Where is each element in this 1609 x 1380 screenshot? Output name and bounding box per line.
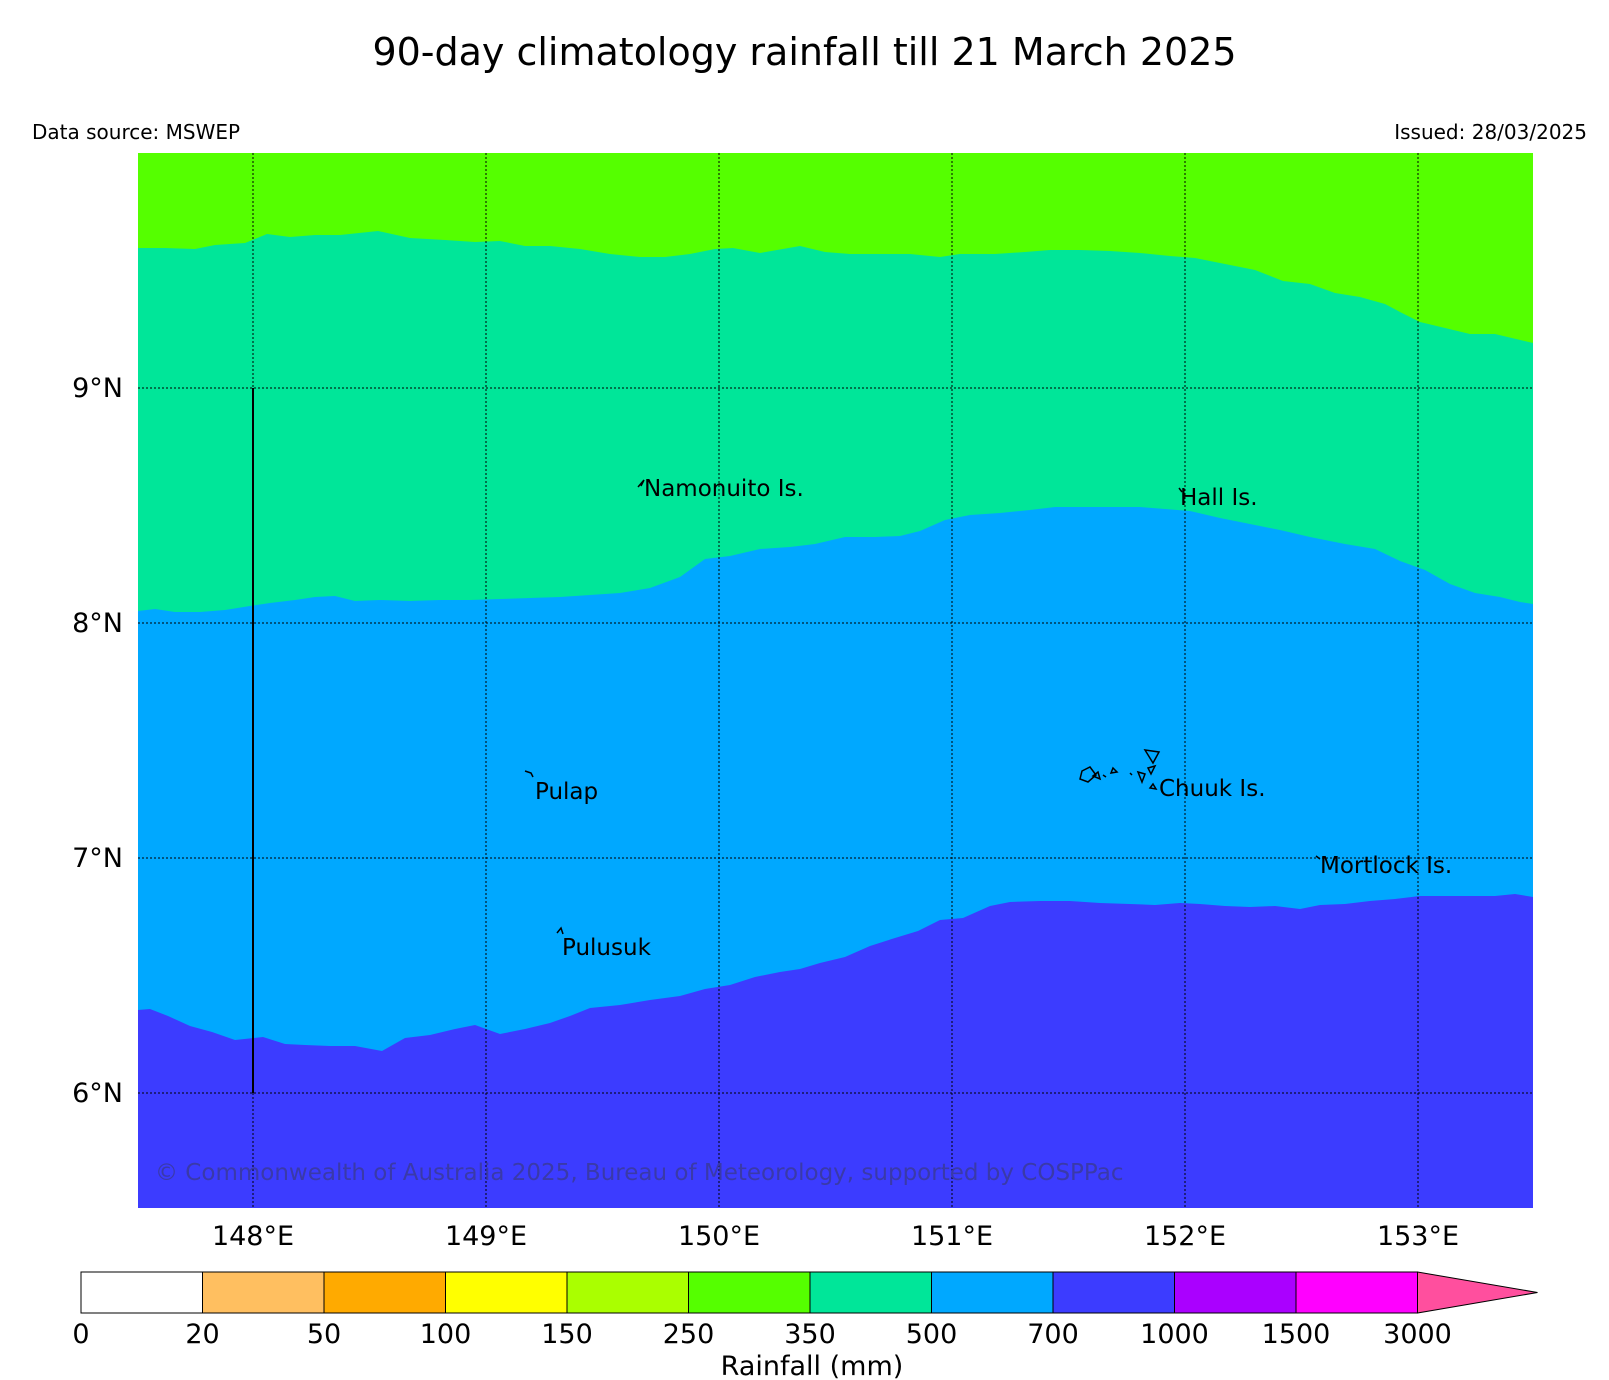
colorbar-swatch-7 <box>931 1271 1054 1314</box>
place-label-pulusuk: Pulusuk <box>562 935 652 961</box>
colorbar-tick-label: 150 <box>541 1319 593 1350</box>
lat-label-6N: 6°N <box>72 1078 123 1109</box>
colorbar-tick-label: 3000 <box>1383 1319 1452 1350</box>
colorbar-swatch-4 <box>566 1271 689 1314</box>
island-chuuk-group <box>1079 749 1161 791</box>
map-title: 90-day climatology rainfall till 21 Marc… <box>372 30 1237 74</box>
colorbar-swatch-6 <box>809 1271 932 1314</box>
colorbar-swatch-9 <box>1174 1271 1297 1314</box>
colorbar: 0 20 50 100 150 250 350 500 700 1000 1500 3000 <box>72 1271 1538 1350</box>
graticule <box>138 153 1533 1208</box>
colorbar-title: Rainfall (mm) <box>721 1351 904 1380</box>
lon-label-153E: 153°E <box>1377 1221 1459 1252</box>
lat-label-9N: 9°N <box>72 373 123 404</box>
place-label-mortlock: Mortlock Is. <box>1320 853 1452 879</box>
lat-label-8N: 8°N <box>72 608 123 639</box>
island-hall <box>1178 487 1183 493</box>
data-source-label: Data source: MSWEP <box>32 120 241 144</box>
colorbar-extend-arrow <box>1417 1271 1538 1314</box>
island-namonuito <box>637 479 645 488</box>
colorbar-swatch-0 <box>80 1271 203 1314</box>
lon-label-148E: 148°E <box>212 1221 294 1252</box>
colorbar-swatch-1 <box>202 1271 325 1314</box>
rainfall-map <box>138 153 1533 1208</box>
lon-label-151E: 151°E <box>911 1221 993 1252</box>
longitude-axis: 148°E 149°E 150°E 151°E 152°E 153°E <box>212 1221 1459 1252</box>
lon-label-152E: 152°E <box>1144 1221 1226 1252</box>
place-labels: Namonuito Is. Hall Is. Pulap Chuuk Is. M… <box>535 476 1452 961</box>
lon-label-149E: 149°E <box>445 1221 527 1252</box>
colorbar-tick-label: 0 <box>72 1319 89 1350</box>
colorbar-tick-label: 1000 <box>1140 1319 1209 1350</box>
colorbar-tick-label: 20 <box>185 1319 219 1350</box>
island-pulap <box>524 770 534 778</box>
island-pulusuk <box>556 926 564 935</box>
lat-label-7N: 7°N <box>72 843 123 874</box>
colorbar-swatch-5 <box>688 1271 811 1314</box>
copyright-notice: © Commonwealth of Australia 2025, Bureau… <box>155 1160 1124 1186</box>
colorbar-tick-label: 350 <box>784 1319 836 1350</box>
island-outlines <box>524 479 1321 935</box>
rainfall-zone-700-1000 <box>138 894 1533 1208</box>
colorbar-swatch-10 <box>1295 1271 1418 1314</box>
lon-label-150E: 150°E <box>678 1221 760 1252</box>
colorbar-swatch-8 <box>1052 1271 1175 1314</box>
colorbar-tick-label: 500 <box>906 1319 958 1350</box>
colorbar-tick-label: 1500 <box>1262 1319 1331 1350</box>
place-label-pulap: Pulap <box>535 779 598 805</box>
place-label-namonuito: Namonuito Is. <box>644 476 804 502</box>
colorbar-tick-label: 700 <box>1027 1319 1079 1350</box>
place-label-hall: Hall Is. <box>1180 485 1258 511</box>
latitude-axis: 9°N 8°N 7°N 6°N <box>72 373 123 1109</box>
colorbar-swatch-3 <box>445 1271 568 1314</box>
colorbar-tick-label: 50 <box>307 1319 341 1350</box>
colorbar-tick-label: 100 <box>420 1319 472 1350</box>
place-label-chuuk: Chuuk Is. <box>1159 776 1266 802</box>
island-mortlock <box>1315 855 1321 860</box>
colorbar-swatch-2 <box>323 1271 446 1314</box>
issued-date-label: Issued: 28/03/2025 <box>1394 120 1587 144</box>
colorbar-tick-label: 250 <box>663 1319 715 1350</box>
